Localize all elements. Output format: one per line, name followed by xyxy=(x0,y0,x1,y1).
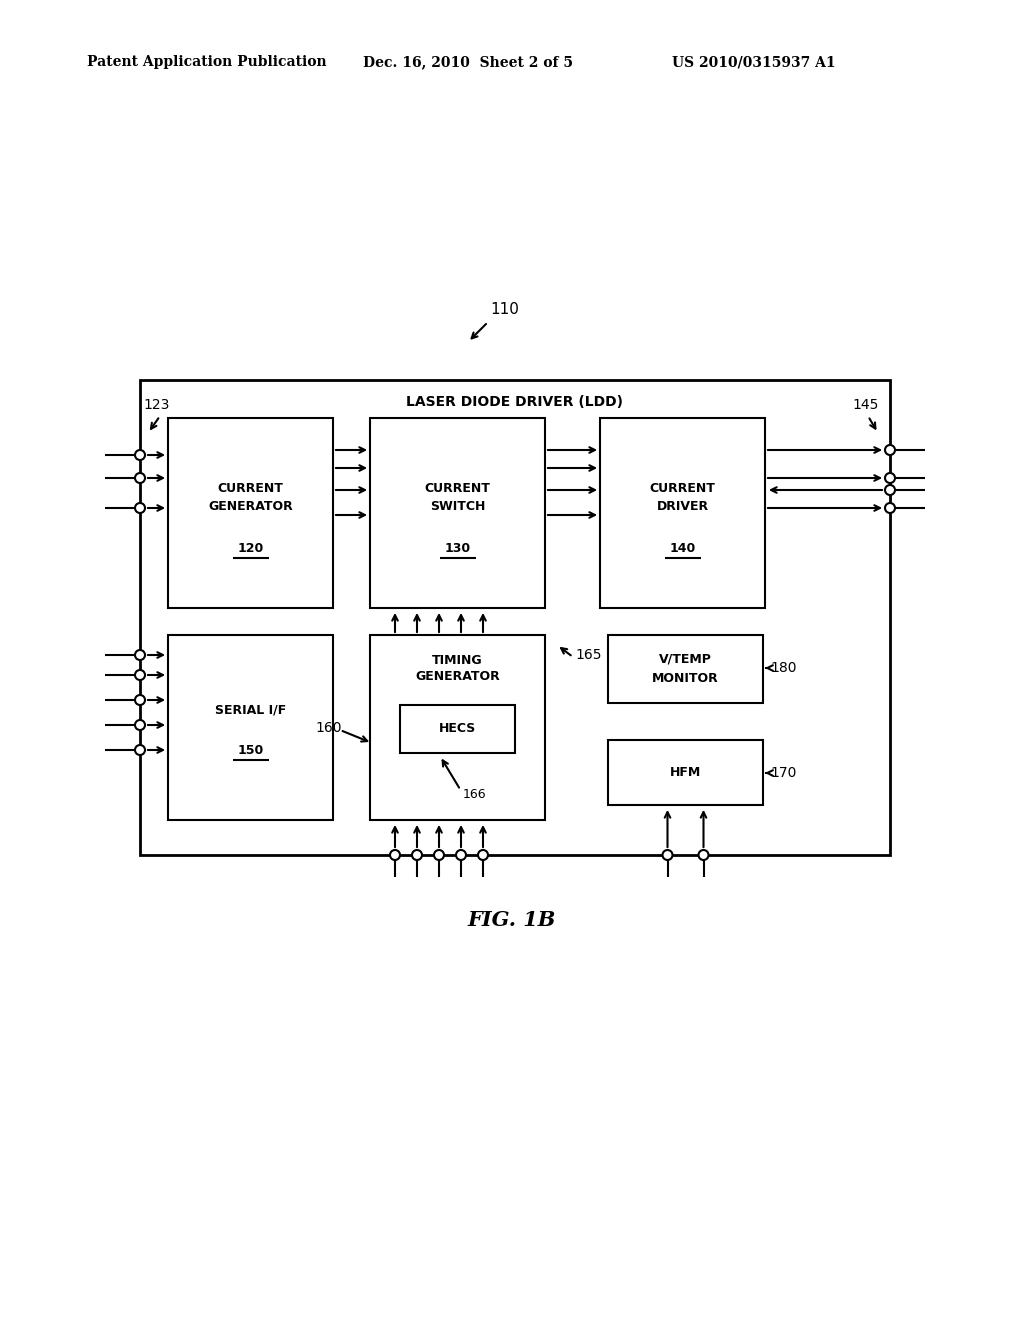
Text: GENERATOR: GENERATOR xyxy=(208,499,293,512)
Circle shape xyxy=(135,503,145,513)
Text: DRIVER: DRIVER xyxy=(656,499,709,512)
Text: SWITCH: SWITCH xyxy=(430,499,485,512)
Circle shape xyxy=(478,850,488,861)
Bar xyxy=(168,418,333,609)
Text: GENERATOR: GENERATOR xyxy=(415,671,500,684)
Text: 110: 110 xyxy=(490,302,519,318)
Text: 145: 145 xyxy=(852,399,879,412)
Text: HECS: HECS xyxy=(439,722,476,735)
Circle shape xyxy=(885,473,895,483)
Bar xyxy=(370,635,545,820)
Circle shape xyxy=(135,744,145,755)
Circle shape xyxy=(390,850,400,861)
Circle shape xyxy=(135,696,145,705)
Circle shape xyxy=(698,850,709,861)
Text: V/TEMP: V/TEMP xyxy=(659,652,712,665)
Text: 160: 160 xyxy=(315,721,341,735)
Bar xyxy=(608,741,763,805)
Text: 180: 180 xyxy=(770,661,797,675)
Text: US 2010/0315937 A1: US 2010/0315937 A1 xyxy=(672,55,836,69)
Bar xyxy=(600,418,765,609)
Circle shape xyxy=(456,850,466,861)
Circle shape xyxy=(135,719,145,730)
Bar xyxy=(400,705,515,752)
Circle shape xyxy=(135,450,145,459)
Text: SERIAL I/F: SERIAL I/F xyxy=(215,704,286,717)
Text: CURRENT: CURRENT xyxy=(425,482,490,495)
Text: 123: 123 xyxy=(143,399,169,412)
Bar xyxy=(168,635,333,820)
Text: CURRENT: CURRENT xyxy=(217,482,284,495)
Text: 130: 130 xyxy=(444,541,471,554)
Text: MONITOR: MONITOR xyxy=(652,672,719,685)
Bar xyxy=(370,418,545,609)
Circle shape xyxy=(135,473,145,483)
Bar xyxy=(608,635,763,704)
Circle shape xyxy=(135,649,145,660)
Circle shape xyxy=(663,850,673,861)
Text: CURRENT: CURRENT xyxy=(649,482,716,495)
Text: 165: 165 xyxy=(575,648,601,663)
Text: 140: 140 xyxy=(670,541,695,554)
Circle shape xyxy=(412,850,422,861)
Text: 170: 170 xyxy=(770,766,797,780)
Circle shape xyxy=(885,484,895,495)
Bar xyxy=(140,380,890,855)
Text: LASER DIODE DRIVER (LDD): LASER DIODE DRIVER (LDD) xyxy=(407,395,624,409)
Text: 150: 150 xyxy=(238,743,263,756)
Circle shape xyxy=(885,445,895,455)
Text: HFM: HFM xyxy=(670,766,701,779)
Text: FIG. 1B: FIG. 1B xyxy=(468,909,556,931)
Text: Patent Application Publication: Patent Application Publication xyxy=(87,55,327,69)
Circle shape xyxy=(135,671,145,680)
Circle shape xyxy=(885,503,895,513)
Text: 120: 120 xyxy=(238,541,263,554)
Circle shape xyxy=(434,850,444,861)
Text: 166: 166 xyxy=(463,788,486,801)
Text: TIMING: TIMING xyxy=(432,653,482,667)
Text: Dec. 16, 2010  Sheet 2 of 5: Dec. 16, 2010 Sheet 2 of 5 xyxy=(362,55,573,69)
